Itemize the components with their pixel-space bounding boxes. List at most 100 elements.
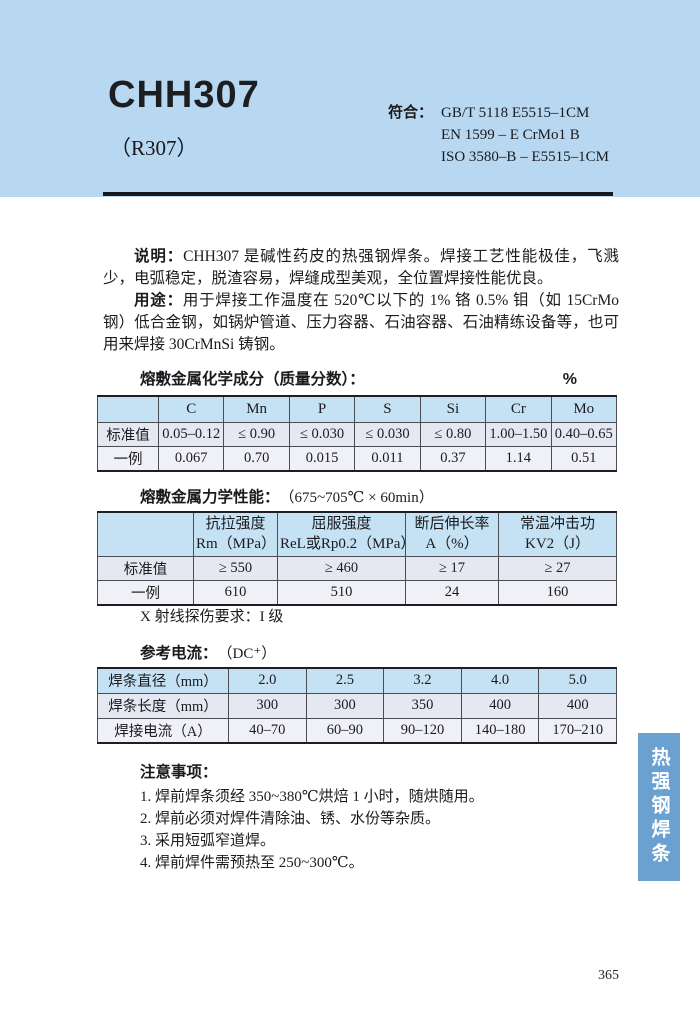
table-row: 焊条长度（mm） 300 300 350 400 400 — [97, 692, 617, 719]
current-section-title: 参考电流： （DC⁺） — [97, 644, 617, 664]
table-cell: 510 — [277, 579, 406, 605]
category-side-tab: 热强钢焊条 — [638, 733, 680, 881]
row-label: 标准值 — [97, 555, 194, 581]
table-cell: 0.70 — [223, 445, 290, 471]
table-cell: ≥ 460 — [277, 555, 406, 581]
table-cell: ≤ 0.030 — [288, 421, 356, 447]
column-header: Mn — [223, 395, 290, 423]
usage-paragraph: 用途：用于焊接工作温度在 520℃以下的 1% 铬 0.5% 钼（如 15CrM… — [103, 290, 619, 356]
mech-condition: （675~705℃ × 60min） — [279, 490, 434, 506]
mech-section-title: 熔敷金属力学性能： （675~705℃ × 60min） — [97, 488, 617, 508]
note-item: 4. 焊前焊件需预热至 250~300℃。 — [140, 855, 364, 871]
column-header: Cr — [485, 395, 552, 423]
description-text: CHH307 是碱性药皮的热强钢焊条。焊接工艺性能极佳，飞溅少，电弧稳定，脱渣容… — [103, 248, 619, 287]
chem-unit: % — [562, 371, 577, 388]
table-cell: ≤ 0.90 — [223, 421, 290, 447]
table-cell: 90–120 — [383, 717, 462, 744]
column-header: P — [288, 395, 356, 423]
column-header: S — [354, 395, 421, 423]
product-alias: （R307） — [110, 136, 198, 160]
table-cell: 300 — [228, 692, 307, 719]
standard-line: GB/T 5118 E5515–1CM — [441, 105, 590, 121]
mechanical-properties-table: 抗拉强度 Rm（MPa） 屈服强度 ReL或Rp0.2（MPa） 断后伸长率 A（%） 常温… — [97, 511, 617, 606]
column-header: C — [157, 395, 225, 423]
table-cell: 350 — [383, 692, 462, 719]
table-cell: ≥ 27 — [498, 555, 617, 581]
conform-label: 符合： — [388, 104, 434, 121]
table-cell: 5.0 — [538, 667, 617, 694]
table-cell: 2.0 — [228, 667, 307, 694]
table-row: 焊条直径（mm） 2.0 2.5 3.2 4.0 5.0 — [97, 667, 617, 694]
current-title-text: 参考电流： — [140, 645, 218, 662]
column-header: 屈服强度 ReL或Rp0.2（MPa） — [277, 511, 406, 557]
table-cell: 3.2 — [383, 667, 462, 694]
product-model: CHH307 — [108, 74, 260, 116]
table-cell: 0.40–0.65 — [550, 421, 618, 447]
row-label: 焊条直径（mm） — [97, 667, 229, 694]
column-header: 抗拉强度 Rm（MPa） — [193, 511, 278, 557]
usage-text: 用于焊接工作温度在 520℃以下的 1% 铬 0.5% 钼（如 15CrMo 钢… — [103, 292, 619, 353]
table-header-row: 抗拉强度 Rm（MPa） 屈服强度 ReL或Rp0.2（MPa） 断后伸长率 A（%） 常温… — [97, 511, 617, 557]
notes-block: 注意事项： 1. 焊前焊条须经 350~380℃烘焙 1 小时，随烘随用。 2.… — [140, 762, 610, 874]
table-header-row: C Mn P S Si Cr Mo — [97, 395, 618, 423]
note-item: 2. 焊前必须对焊件清除油、锈、水份等杂质。 — [140, 811, 441, 827]
table-cell: 0.015 — [288, 445, 356, 471]
row-label: 标准值 — [97, 421, 159, 447]
row-label: 一例 — [97, 445, 159, 471]
table-cell: 1.00–1.50 — [485, 421, 552, 447]
row-label: 一例 — [97, 579, 194, 605]
table-cell: 0.37 — [419, 445, 487, 471]
table-row: 一例 0.067 0.70 0.015 0.011 0.37 1.14 0.51 — [97, 445, 618, 471]
table-cell: 0.05–0.12 — [157, 421, 225, 447]
column-header — [97, 395, 159, 423]
standard-line: ISO 3580–B – E5515–1CM — [441, 149, 609, 165]
description-block: 说明：CHH307 是碱性药皮的热强钢焊条。焊接工艺性能极佳，飞溅少，电弧稳定，… — [103, 246, 619, 356]
usage-label: 用途： — [134, 292, 183, 309]
table-cell: 300 — [305, 692, 385, 719]
table-cell: 610 — [193, 579, 278, 605]
table-cell: ≥ 17 — [405, 555, 499, 581]
table-row: 标准值 ≥ 550 ≥ 460 ≥ 17 ≥ 27 — [97, 555, 617, 581]
description-label: 说明： — [134, 248, 184, 265]
divider-rule — [103, 192, 613, 196]
note-item: 3. 采用短弧窄道焊。 — [140, 833, 276, 849]
table-cell: ≤ 0.030 — [354, 421, 421, 447]
chemical-composition-table: C Mn P S Si Cr Mo 标准值 0.05–0.12 ≤ 0.90 ≤ 0.030 ≤ 0.… — [97, 395, 618, 472]
table-cell: 0.51 — [550, 445, 618, 471]
table-row: 焊接电流（A） 40–70 60–90 90–120 140–180 170–210 — [97, 717, 617, 744]
table-cell: 0.011 — [354, 445, 421, 471]
column-header: 常温冲击功 KV2（J） — [498, 511, 617, 557]
table-cell: 40–70 — [228, 717, 307, 744]
hero-header: CHH307 （R307） 符合： GB/T 5118 E5515–1CM EN… — [0, 0, 700, 197]
table-row: 标准值 0.05–0.12 ≤ 0.90 ≤ 0.030 ≤ 0.030 ≤ 0.80 1.… — [97, 421, 618, 447]
mech-title-text: 熔敷金属力学性能： — [140, 489, 280, 506]
table-cell: 170–210 — [538, 717, 617, 744]
page-number: 365 — [598, 968, 619, 983]
table-cell: 140–180 — [460, 717, 540, 744]
table-cell: 400 — [460, 692, 540, 719]
table-cell: 2.5 — [305, 667, 385, 694]
table-cell: 4.0 — [460, 667, 540, 694]
note-item: 1. 焊前焊条须经 350~380℃烘焙 1 小时，随烘随用。 — [140, 789, 484, 805]
column-header: 断后伸长率 A（%） — [405, 511, 499, 557]
table-cell: ≥ 550 — [193, 555, 278, 581]
standards-list: GB/T 5118 E5515–1CM EN 1599 – E CrMo1 B … — [441, 102, 609, 168]
column-header — [97, 511, 194, 557]
description-paragraph: 说明：CHH307 是碱性药皮的热强钢焊条。焊接工艺性能极佳，飞溅少，电弧稳定，… — [103, 246, 619, 290]
xray-requirement: X 射线探伤要求：I 级 — [140, 609, 284, 625]
table-cell: ≤ 0.80 — [419, 421, 487, 447]
column-header: Mo — [550, 395, 618, 423]
table-cell: 24 — [405, 579, 499, 605]
table-row: 一例 610 510 24 160 — [97, 579, 617, 605]
standards-block: 符合： GB/T 5118 E5515–1CM EN 1599 – E CrMo… — [388, 102, 609, 168]
row-label: 焊接电流（A） — [97, 717, 229, 744]
chem-section-title: 熔敷金属化学成分（质量分数）： % — [97, 370, 617, 390]
row-label: 焊条长度（mm） — [97, 692, 229, 719]
column-header: Si — [419, 395, 487, 423]
table-cell: 160 — [498, 579, 617, 605]
notes-title: 注意事项： — [140, 764, 218, 781]
current-condition: （DC⁺） — [217, 646, 277, 662]
chem-title-text: 熔敷金属化学成分（质量分数）： — [140, 371, 365, 388]
table-cell: 60–90 — [305, 717, 385, 744]
